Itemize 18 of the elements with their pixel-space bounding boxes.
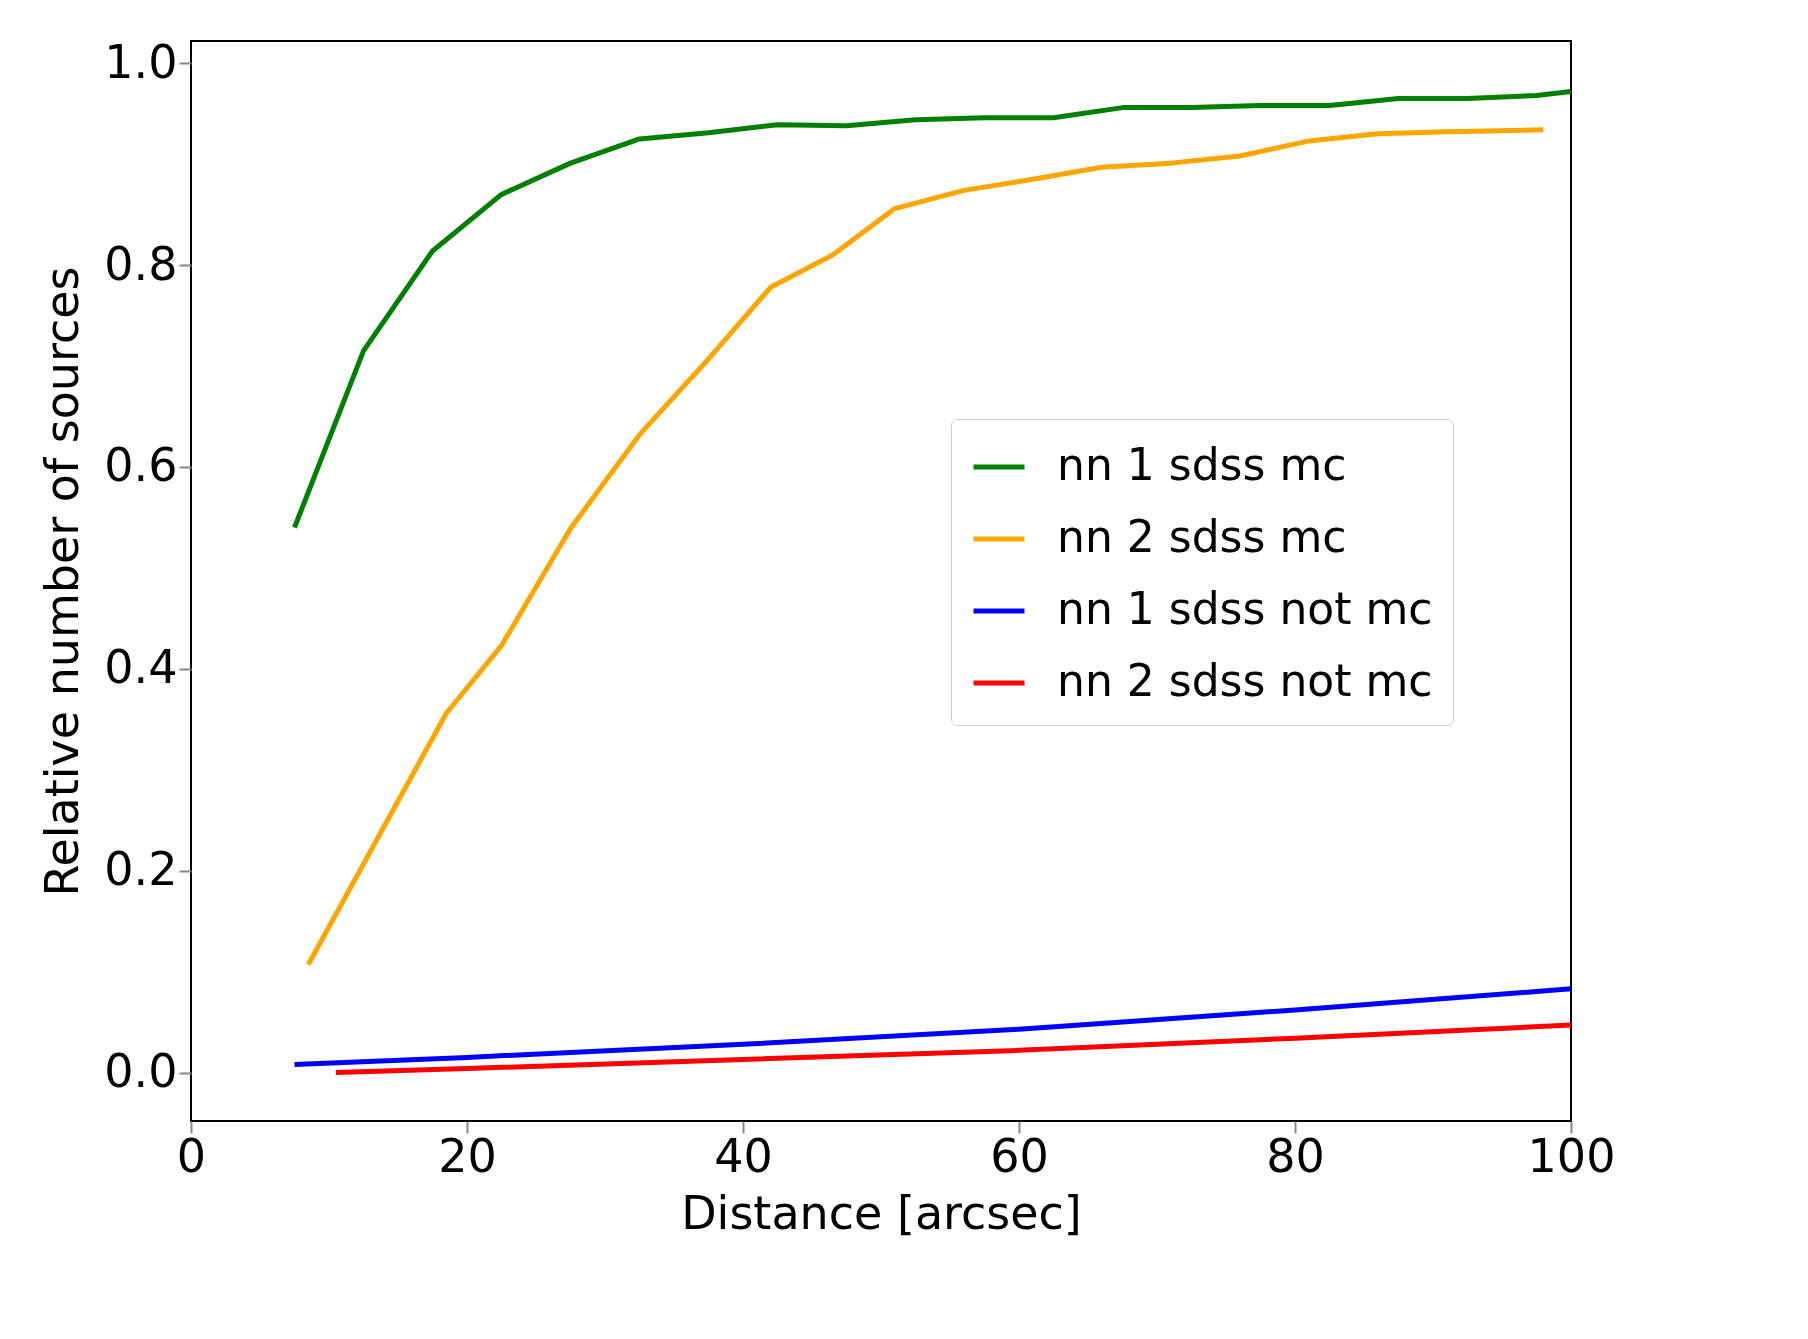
y-axis-title: Relative number of sources: [35, 266, 90, 897]
legend-label: nn 2 sdss not mc: [1057, 655, 1433, 706]
x-tick-label: 60: [990, 1128, 1049, 1183]
x-tick-label: 0: [176, 1128, 207, 1183]
legend-label: nn 1 sdss not mc: [1057, 583, 1433, 634]
y-tick-label: 0.2: [104, 842, 178, 897]
y-tick-label: 1.0: [104, 34, 178, 89]
x-tick-label: 20: [438, 1128, 497, 1183]
x-tick-label: 80: [1266, 1128, 1325, 1183]
x-tick-label: 40: [714, 1128, 773, 1183]
x-axis-title: Distance [arcsec]: [681, 1185, 1082, 1240]
y-tick-label: 0.8: [104, 236, 178, 291]
y-tick-label: 0.0: [104, 1044, 178, 1099]
y-tick-label: 0.6: [104, 438, 178, 493]
legend-label: nn 1 sdss mc: [1057, 439, 1347, 490]
legend-label: nn 2 sdss mc: [1057, 511, 1347, 562]
y-tick-label: 0.4: [104, 640, 178, 695]
x-tick-label: 100: [1527, 1128, 1616, 1183]
